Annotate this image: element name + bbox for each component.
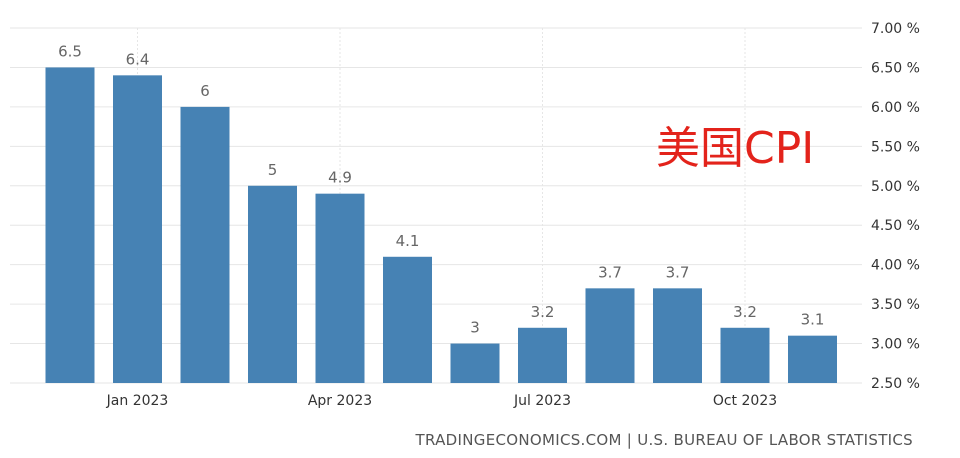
data-label: 6.5 bbox=[58, 42, 82, 60]
y-tick-label: 3.00 % bbox=[871, 337, 920, 353]
bar bbox=[45, 67, 95, 383]
bar bbox=[248, 185, 297, 383]
bar bbox=[653, 288, 702, 383]
bar bbox=[585, 288, 635, 383]
data-label: 4.1 bbox=[396, 232, 420, 250]
bar bbox=[113, 75, 162, 383]
data-label: 3.2 bbox=[733, 303, 757, 321]
y-axis-ticks: 2.50 % 3.00 % 3.50 % 4.00 % 4.50 % 5.00 % 5.50… bbox=[871, 21, 920, 392]
x-tick-label: Jul 2023 bbox=[513, 393, 571, 409]
x-tick-label: Jan 2023 bbox=[106, 393, 169, 409]
bar bbox=[383, 256, 432, 383]
y-tick-label: 5.50 % bbox=[871, 139, 920, 155]
y-tick-label: 3.50 % bbox=[871, 297, 920, 313]
data-label: 6.4 bbox=[126, 50, 150, 68]
data-label: 3.7 bbox=[598, 263, 622, 281]
data-label: 3.2 bbox=[531, 303, 555, 321]
bar bbox=[180, 106, 230, 383]
y-tick-label: 5.00 % bbox=[871, 179, 920, 195]
bar bbox=[315, 193, 365, 383]
data-label: 5 bbox=[268, 161, 278, 179]
source-credit: TRADINGECONOMICS.COM | U.S. BUREAU OF LA… bbox=[415, 431, 913, 449]
y-tick-label: 2.50 % bbox=[871, 376, 920, 392]
data-label: 4.9 bbox=[328, 169, 352, 187]
bar bbox=[450, 343, 500, 383]
bar bbox=[788, 335, 837, 383]
y-tick-label: 7.00 % bbox=[871, 21, 920, 37]
data-label: 3 bbox=[470, 319, 480, 337]
bars bbox=[45, 67, 837, 383]
bar bbox=[720, 327, 770, 383]
y-tick-label: 6.00 % bbox=[871, 100, 920, 116]
x-axis-ticks: Jan 2023 Apr 2023 Jul 2023 Oct 2023 bbox=[106, 393, 777, 409]
y-tick-label: 4.50 % bbox=[871, 218, 920, 234]
y-tick-label: 6.50 % bbox=[871, 60, 920, 76]
data-label: 3.7 bbox=[666, 263, 690, 281]
bar bbox=[518, 327, 567, 383]
data-labels: 6.5 6.4 6 5 4.9 4.1 3 3.2 3.7 3.7 3.2 3.1 bbox=[58, 42, 824, 336]
x-tick-label: Apr 2023 bbox=[308, 393, 372, 409]
data-label: 3.1 bbox=[801, 311, 825, 329]
data-label: 6 bbox=[200, 82, 210, 100]
chart-annotation: 美国CPI bbox=[656, 123, 814, 174]
y-tick-label: 4.00 % bbox=[871, 258, 920, 274]
x-tick-label: Oct 2023 bbox=[713, 393, 777, 409]
